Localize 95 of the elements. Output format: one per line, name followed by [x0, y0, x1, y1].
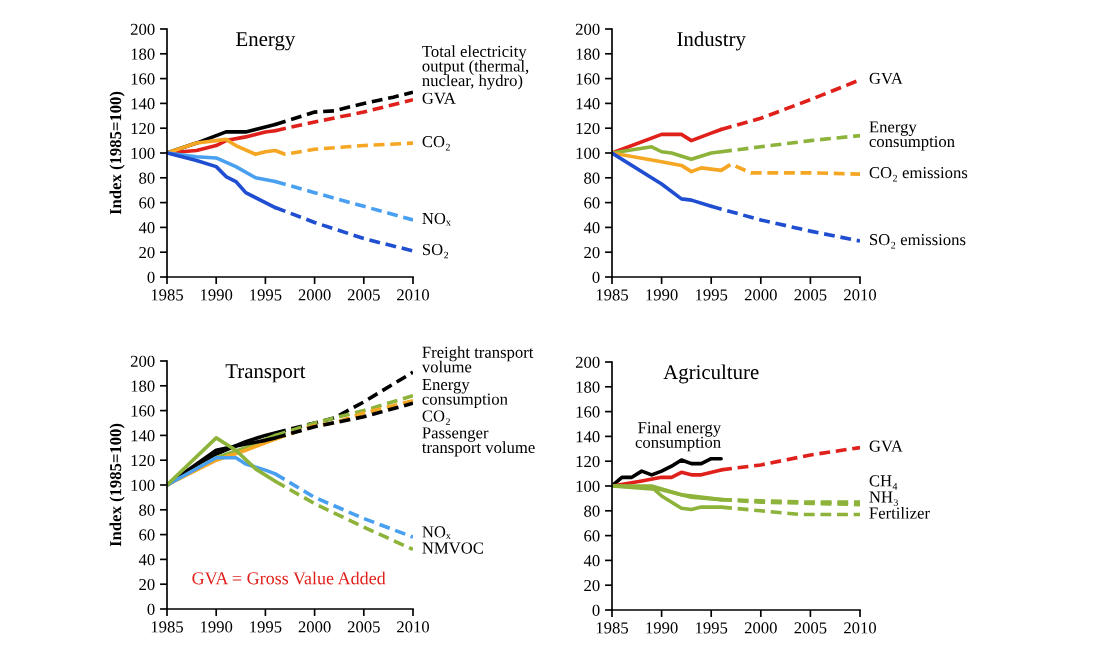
series-label: GVA: [869, 72, 903, 85]
y-axis-title: Index (1985=100): [109, 91, 125, 215]
y-tick-label: 60: [139, 197, 155, 209]
x-tick-label: 2000: [744, 289, 777, 301]
y-axis-title: Index (1985=100): [109, 423, 125, 547]
y-tick-label: 80: [584, 172, 600, 184]
y-tick-label: 140: [576, 98, 600, 110]
y-tick-label: 80: [584, 505, 600, 517]
x-tick-label: 1995: [250, 289, 282, 301]
series-label: GVA: [869, 440, 903, 452]
series-label: NOₓ: [422, 212, 451, 226]
y-tick-label: 100: [131, 479, 155, 491]
series-label: SO₂: [422, 243, 449, 259]
y-tick-label: 60: [139, 529, 155, 541]
y-tick-label: 120: [131, 122, 155, 135]
y-tick-label: 20: [139, 246, 155, 259]
x-tick-label: 2005: [347, 621, 380, 633]
y-tick-label: 0: [592, 604, 600, 616]
y-tick-label: 120: [131, 454, 155, 467]
x-tick-label: 2010: [397, 289, 430, 301]
x-tick-label: 2005: [794, 622, 827, 634]
x-tick-label: 2000: [744, 622, 777, 634]
y-tick-label: 200: [130, 355, 155, 367]
y-tick-label: 0: [147, 603, 155, 615]
series-label: CO₂: [422, 410, 450, 425]
series-label: CO₂: [422, 136, 450, 151]
chart-title: Industry: [677, 31, 746, 51]
y-tick-label: 160: [576, 73, 600, 85]
x-tick-label: 1990: [646, 289, 678, 301]
y-tick-label: 180: [131, 48, 155, 60]
y-tick-label: 180: [576, 48, 600, 60]
y-tick-label: 20: [584, 579, 600, 592]
y-tick-label: 140: [131, 430, 155, 442]
y-tick-label: 40: [583, 222, 600, 234]
chart-title: Agriculture: [663, 364, 759, 384]
y-tick-label: 40: [138, 222, 155, 234]
series-label: Fertilizer: [869, 506, 930, 519]
y-tick-label: 160: [576, 406, 600, 418]
series-label: CH₄: [869, 475, 898, 490]
x-tick-label: 1990: [646, 622, 678, 634]
y-tick-label: 100: [131, 147, 155, 159]
x-tick-label: 2010: [397, 621, 430, 633]
x-tick-label: 1985: [151, 289, 184, 301]
series-label: Energy consumption: [869, 121, 955, 151]
x-tick-label: 1995: [250, 621, 282, 633]
y-tick-label: 200: [130, 23, 155, 35]
x-tick-label: 2010: [844, 622, 877, 634]
chart-title: Transport: [225, 364, 306, 383]
y-tick-label: 0: [147, 271, 155, 283]
y-tick-label: 80: [139, 172, 155, 184]
chart-title: Energy: [236, 32, 296, 51]
series-label: Passenger transport volume: [422, 427, 535, 457]
series-label: Final energy consumption: [635, 421, 722, 452]
y-tick-label: 20: [584, 246, 600, 259]
series-label: NH₃: [869, 491, 898, 506]
y-tick-label: 20: [139, 578, 155, 591]
series-label: GVA: [422, 92, 456, 104]
y-tick-label: 180: [576, 381, 600, 393]
y-tick-label: 60: [584, 530, 600, 542]
series-label: SO₂ emissions: [870, 234, 966, 249]
y-tick-label: 100: [576, 480, 600, 492]
x-tick-label: 2010: [844, 289, 877, 301]
y-tick-label: 0: [592, 271, 600, 283]
x-tick-label: 1995: [696, 622, 728, 634]
x-tick-label: 1985: [596, 289, 629, 301]
y-tick-label: 100: [576, 147, 600, 159]
x-tick-label: 1985: [596, 622, 629, 634]
series-label: Total electricity output (thermal, nuclear, hydro): [422, 45, 529, 90]
series-label: Freight transport volume: [421, 346, 534, 373]
y-tick-label: 40: [138, 554, 155, 566]
y-tick-label: 200: [575, 356, 600, 368]
series-label: CO₂ emissions: [869, 167, 968, 182]
series-label: Energy consumption: [422, 379, 508, 409]
x-tick-label: 1995: [696, 289, 728, 301]
y-tick-label: 140: [576, 431, 600, 443]
y-tick-label: 180: [131, 380, 155, 392]
x-tick-label: 1985: [151, 621, 184, 633]
y-tick-label: 160: [131, 73, 155, 85]
y-tick-label: 200: [575, 23, 600, 35]
y-tick-label: 120: [576, 455, 600, 468]
y-tick-label: 140: [131, 98, 155, 110]
x-tick-label: 1990: [201, 289, 233, 301]
y-tick-label: 160: [131, 405, 155, 417]
x-tick-label: 2005: [347, 289, 380, 301]
x-tick-label: 2000: [298, 289, 331, 301]
y-tick-label: 120: [576, 122, 600, 135]
y-tick-label: 80: [139, 504, 155, 516]
series-label: NMVOC: [422, 542, 483, 554]
annotation: GVA = Gross Value Added: [192, 571, 386, 585]
y-tick-label: 60: [584, 197, 600, 209]
y-tick-label: 40: [583, 555, 600, 567]
series-label: NOₓ: [422, 526, 451, 539]
x-tick-label: 1990: [201, 621, 233, 633]
x-tick-label: 2005: [794, 289, 827, 301]
x-tick-label: 2000: [298, 621, 331, 633]
